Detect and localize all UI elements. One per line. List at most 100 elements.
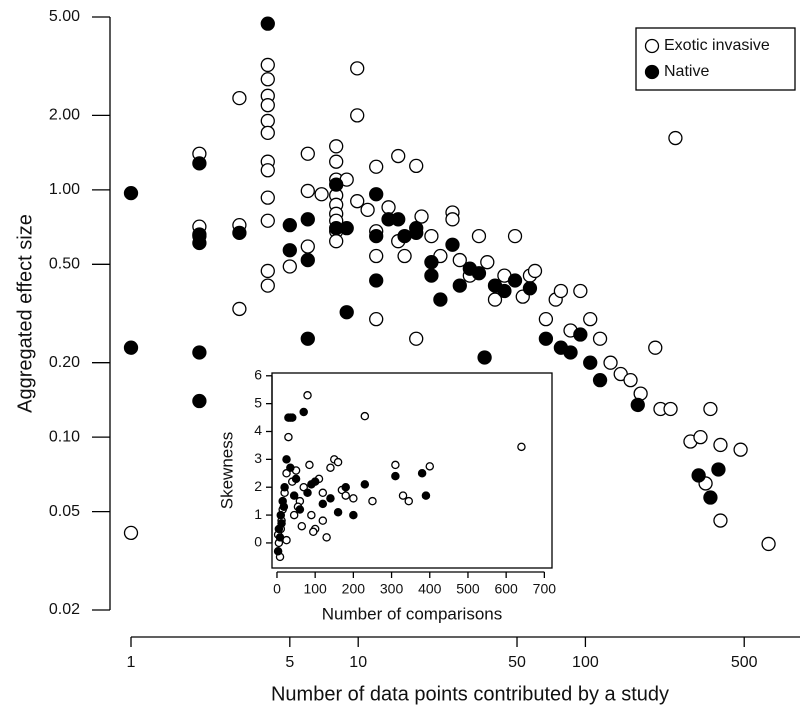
y-axis-label: Skewness (217, 432, 236, 509)
x-tick-label: 100 (303, 581, 327, 597)
data-point (421, 491, 431, 500)
data-point (404, 496, 414, 506)
data-point (583, 355, 598, 370)
legend-marker (644, 64, 660, 80)
x-tick-label: 1 (127, 654, 136, 671)
data-point (260, 190, 275, 205)
data-point (341, 482, 350, 492)
data-point (480, 255, 495, 270)
data-point (303, 391, 312, 400)
data-point (391, 460, 400, 470)
data-point (326, 463, 335, 472)
data-point (287, 413, 297, 422)
data-point (232, 225, 247, 241)
data-point (350, 108, 365, 123)
data-point (445, 212, 460, 227)
data-point (300, 212, 315, 227)
data-point (360, 411, 370, 421)
data-point (329, 177, 344, 192)
data-point (318, 499, 328, 509)
data-point (339, 305, 354, 320)
x-tick-label: 600 (494, 581, 518, 597)
data-point (592, 373, 608, 388)
data-point (303, 488, 312, 498)
y-tick-label: 3 (254, 450, 262, 466)
data-point (452, 278, 467, 293)
y-tick-label: 0.05 (49, 503, 80, 520)
data-point (663, 401, 678, 417)
y-tick-label: 1.00 (49, 181, 80, 198)
data-point (350, 194, 365, 209)
data-point (538, 312, 554, 327)
legend-frame (635, 27, 796, 91)
data-point (341, 491, 350, 500)
y-tick-label: 5.00 (49, 8, 80, 25)
x-tick-label: 10 (349, 654, 367, 671)
data-point (713, 513, 728, 528)
data-point (260, 163, 275, 178)
data-point (286, 463, 295, 472)
data-point (369, 273, 384, 288)
data-point (538, 331, 554, 346)
legend-marker (644, 38, 660, 54)
data-point (563, 345, 578, 360)
data-point (192, 393, 207, 409)
y-tick-label: 2 (254, 478, 262, 494)
data-point (282, 217, 297, 233)
data-point (192, 235, 207, 251)
y-tick-label: 6 (254, 366, 262, 382)
data-point (369, 187, 384, 202)
data-point (192, 345, 207, 360)
data-point (487, 292, 503, 307)
x-tick-label: 100 (572, 654, 599, 671)
data-point (326, 494, 335, 503)
inset-frame (271, 372, 553, 569)
data-point (276, 510, 286, 520)
data-point (368, 496, 377, 506)
data-point (517, 442, 526, 452)
data-point (307, 510, 316, 520)
data-point (369, 228, 384, 244)
data-point (425, 462, 435, 471)
x-tick-label: 5 (285, 654, 294, 671)
data-point (123, 185, 139, 201)
data-point (733, 442, 748, 457)
data-point (761, 536, 776, 552)
data-point (123, 340, 139, 355)
data-point (299, 482, 308, 492)
data-point (350, 61, 365, 76)
y-axis-label: Aggregated effect size (14, 214, 36, 413)
data-point (289, 510, 299, 520)
y-tick-label: 0.02 (49, 601, 80, 618)
data-point (424, 228, 439, 244)
data-point (527, 263, 543, 279)
legend-label: Exotic invasive (664, 37, 770, 54)
data-point (339, 221, 354, 236)
x-tick-label: 200 (342, 581, 366, 597)
data-point (333, 508, 343, 517)
x-tick-label: 300 (380, 581, 404, 597)
data-point (282, 455, 291, 464)
data-point (391, 471, 400, 481)
x-tick-label: 500 (731, 654, 758, 671)
data-point (573, 283, 588, 299)
data-point (260, 57, 275, 73)
data-point (297, 521, 307, 531)
data-point (397, 228, 412, 244)
data-point (693, 429, 708, 445)
data-point (471, 266, 487, 281)
data-point (409, 221, 424, 236)
data-point (333, 457, 343, 467)
data-point (477, 350, 492, 365)
data-point (123, 525, 139, 541)
data-point (713, 437, 728, 453)
y-tick-label: 4 (254, 422, 262, 438)
data-point (329, 234, 344, 249)
data-point (309, 527, 318, 537)
data-point (703, 490, 718, 505)
data-point (648, 340, 663, 355)
y-tick-label: 0 (254, 534, 262, 550)
data-point (360, 480, 370, 489)
data-point (369, 248, 384, 264)
data-point (417, 469, 427, 478)
